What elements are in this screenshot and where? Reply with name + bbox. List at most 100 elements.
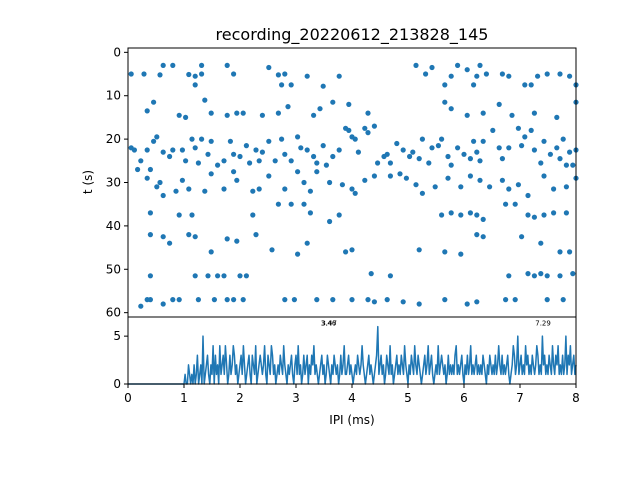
raster-point [240, 110, 246, 116]
raster-point [503, 297, 509, 303]
raster-point [506, 273, 512, 279]
raster-point [189, 212, 195, 218]
raster-point [426, 160, 432, 166]
raster-point [151, 138, 157, 144]
raster-point [304, 240, 310, 246]
raster-point [247, 160, 253, 166]
raster-point [192, 73, 198, 79]
raster-point [147, 232, 153, 238]
raster-point [253, 232, 259, 238]
raster-point [256, 186, 262, 192]
raster-point [256, 158, 262, 164]
raster-point [202, 97, 208, 103]
raster-point [320, 143, 326, 149]
raster-point [215, 162, 221, 168]
raster-point [522, 82, 528, 88]
raster-point [147, 166, 153, 173]
raster-point [563, 162, 570, 168]
raster-point [365, 130, 371, 136]
histogram-x-tick-label: 2 [236, 391, 244, 405]
raster-point [259, 112, 265, 118]
raster-y-tick-label: 60 [106, 306, 121, 320]
raster-point [183, 158, 189, 164]
raster-point [291, 297, 297, 303]
raster-point [314, 169, 320, 175]
raster-point [547, 151, 554, 157]
raster-point [346, 127, 352, 133]
raster-point [368, 271, 374, 277]
raster-point [557, 249, 563, 255]
raster-point [541, 138, 547, 144]
raster-point [147, 273, 153, 279]
raster-point [240, 297, 246, 303]
raster-point [189, 136, 195, 142]
raster-point [448, 106, 454, 112]
raster-point [231, 151, 237, 157]
raster-point [205, 273, 211, 279]
raster-point [234, 177, 240, 183]
raster-point [512, 297, 518, 303]
raster-y-axis-label: t (s) [81, 170, 95, 194]
raster-point [458, 251, 464, 257]
raster-point [496, 101, 502, 107]
raster-point [455, 145, 461, 151]
raster-point [499, 156, 505, 162]
raster-point [554, 145, 560, 151]
raster-point [563, 184, 570, 190]
raster-point [419, 190, 425, 196]
raster-point [176, 297, 182, 303]
raster-point [234, 238, 240, 244]
raster-point [432, 184, 438, 190]
raster-point [243, 143, 249, 149]
raster-point [413, 182, 419, 188]
raster-point [570, 271, 576, 277]
peak-annotation-label: 3.46 [321, 320, 337, 328]
raster-point [442, 82, 448, 88]
raster-y-tick-label: 30 [106, 176, 121, 190]
raster-point [330, 297, 336, 303]
raster-point [195, 297, 201, 303]
histogram-x-ticks: 0 1 2 3 4 5 6 7 8 [124, 384, 580, 405]
raster-point [170, 62, 176, 68]
raster-point [474, 212, 480, 218]
raster-point [538, 271, 544, 277]
raster-point [480, 110, 486, 116]
raster-y-tick-label: 0 [113, 45, 121, 59]
raster-point [275, 110, 281, 116]
raster-point [499, 71, 505, 77]
raster-point [237, 153, 243, 160]
raster-point [336, 147, 342, 153]
raster-point [474, 299, 480, 305]
raster-point [208, 110, 214, 116]
raster-point [551, 210, 557, 216]
raster-point [199, 136, 205, 142]
raster-point [320, 83, 326, 89]
chart-title: recording_20220612_213828_145 [216, 25, 489, 45]
raster-point [442, 249, 448, 255]
raster-point [298, 145, 304, 151]
raster-point [362, 125, 368, 131]
raster-point [480, 216, 486, 222]
raster-point [208, 171, 214, 177]
raster-point [330, 153, 336, 160]
raster-point [474, 232, 480, 238]
raster-point [439, 136, 445, 142]
raster-point [192, 273, 198, 279]
raster-point [282, 151, 288, 157]
raster-point [253, 147, 259, 153]
raster-point [480, 138, 486, 144]
raster-point [445, 153, 451, 160]
raster-point [429, 145, 435, 151]
histogram-line [128, 325, 577, 385]
raster-point [375, 160, 381, 166]
raster-points [128, 62, 579, 309]
raster-point [570, 162, 576, 168]
raster-point [167, 153, 173, 160]
raster-point [314, 160, 320, 166]
raster-point [435, 143, 441, 149]
raster-point [544, 273, 550, 279]
raster-point [567, 73, 573, 79]
raster-point [464, 67, 470, 73]
raster-point [474, 73, 480, 79]
